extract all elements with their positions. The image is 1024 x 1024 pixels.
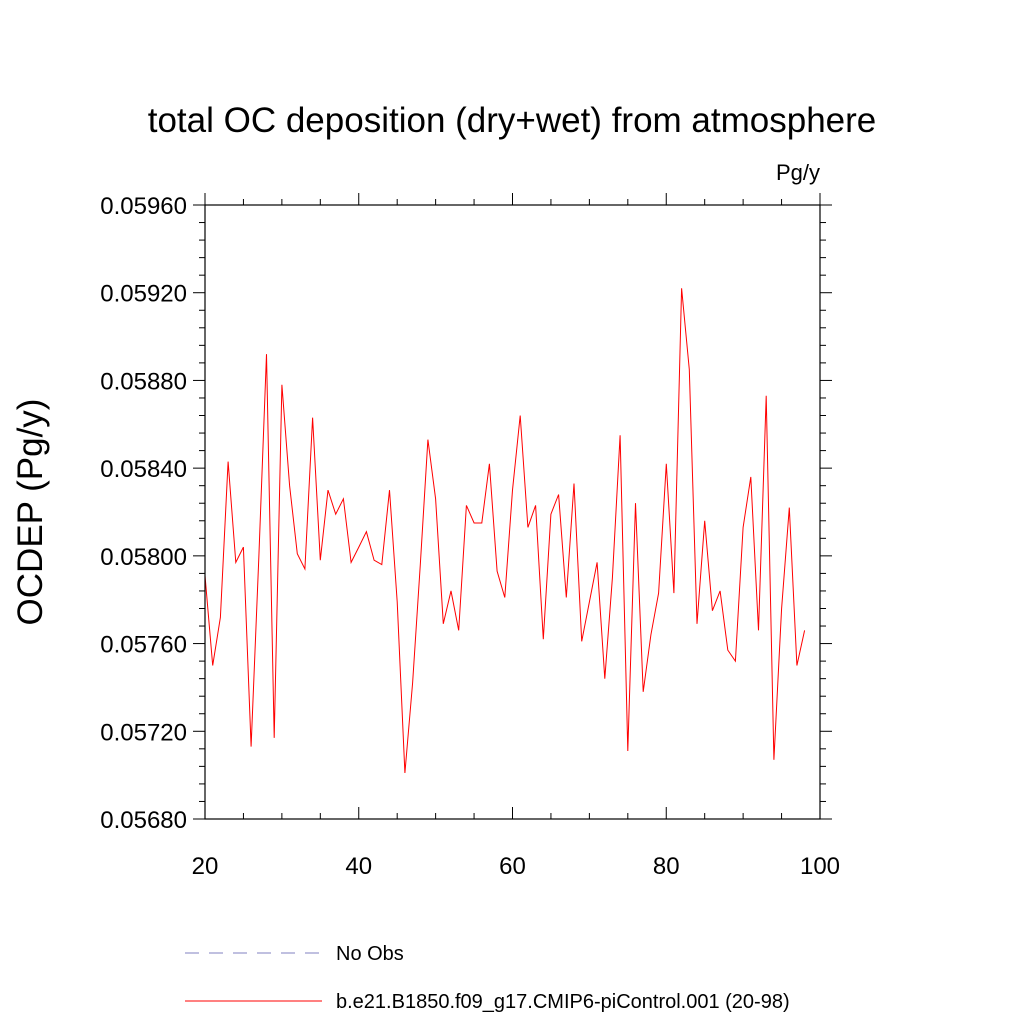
y-tick-label: 0.05720 — [100, 719, 187, 746]
y-tick-label: 0.05800 — [100, 544, 187, 571]
x-tick-label: 100 — [800, 853, 840, 880]
y-axis-label: OCDEP (Pg/y) — [11, 399, 50, 626]
y-tick-label: 0.05920 — [100, 281, 187, 308]
tick-labels-layer: 20 40 60 80 100 0.05680 0.05720 0.05760 0.05800 0… — [100, 193, 840, 880]
y-tick-label: 0.05840 — [100, 456, 187, 483]
x-tick-label: 80 — [653, 853, 680, 880]
x-tick-label: 40 — [345, 853, 372, 880]
x-tick-label: 20 — [192, 853, 219, 880]
y-tick-label: 0.05960 — [100, 193, 187, 220]
plot-layer — [204, 288, 806, 774]
legend: No Obs b.e21.B1850.f09_g17.CMIP6-piContr… — [185, 943, 790, 1013]
legend-label-model-run: b.e21.B1850.f09_g17.CMIP6-piControl.001 … — [336, 991, 790, 1013]
ticks-layer — [193, 193, 832, 820]
x-tick-label: 60 — [499, 853, 526, 880]
series-line-1 — [204, 288, 806, 774]
y-tick-label: 0.05760 — [100, 632, 187, 659]
chart-title: total OC deposition (dry+wet) from atmos… — [148, 101, 877, 140]
units-label: Pg/y — [776, 160, 820, 185]
y-tick-label: 0.05880 — [100, 368, 187, 395]
plot-frame — [204, 204, 821, 820]
legend-label-no-obs: No Obs — [336, 943, 404, 965]
y-tick-label: 0.05680 — [100, 807, 187, 834]
